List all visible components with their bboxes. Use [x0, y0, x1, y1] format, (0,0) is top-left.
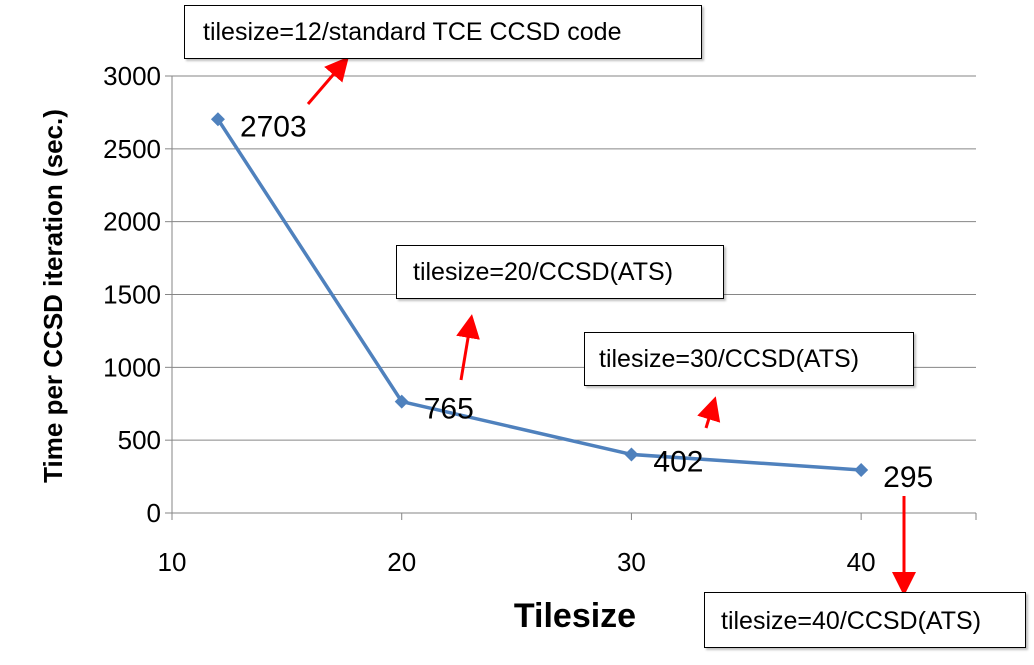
data-point-marker — [854, 463, 869, 478]
y-tick-label: 3000 — [103, 61, 161, 91]
annotation-box-tilesize-30: tilesize=30/CCSD(ATS) — [584, 332, 914, 386]
data-label: 2703 — [240, 110, 307, 143]
annotation-box-tilesize-20: tilesize=20/CCSD(ATS) — [396, 245, 724, 299]
annotation-arrow — [306, 56, 349, 105]
x-tick-label: 30 — [617, 547, 646, 577]
annotation-box-tilesize-12: tilesize=12/standard TCE CCSD code — [184, 5, 702, 59]
data-label: 765 — [424, 393, 474, 426]
y-tick-label: 0 — [147, 498, 161, 528]
y-tick-label: 1500 — [103, 280, 161, 310]
annotation-arrows — [306, 56, 916, 596]
series-layer — [210, 112, 869, 478]
data-point-marker — [394, 394, 409, 409]
data-point-marker — [210, 112, 225, 127]
y-axis-title: Time per CCSD iteration (sec.) — [38, 109, 68, 483]
axes: 0 500 1000 1500 2000 2500 3000 10 20 30 40 — [103, 61, 977, 577]
x-tick-label: 20 — [387, 547, 416, 577]
annotation-arrow — [456, 314, 480, 381]
data-point-marker — [624, 447, 639, 462]
y-tick-label: 1000 — [103, 352, 161, 382]
series-line — [216, 118, 862, 472]
data-labels: 2703 765 402 295 — [240, 110, 933, 494]
x-axis-title: Tilesize — [514, 597, 636, 635]
data-label: 295 — [883, 461, 933, 494]
y-tick-label: 2500 — [103, 134, 161, 164]
y-tick-label: 2000 — [103, 207, 161, 237]
annotation-arrow — [697, 396, 721, 429]
x-tick-label: 40 — [847, 547, 876, 577]
data-label: 402 — [653, 445, 703, 478]
y-tick-label: 500 — [118, 425, 161, 455]
x-tick-label: 10 — [158, 547, 187, 577]
annotation-box-tilesize-40: tilesize=40/CCSD(ATS) — [704, 592, 1026, 648]
